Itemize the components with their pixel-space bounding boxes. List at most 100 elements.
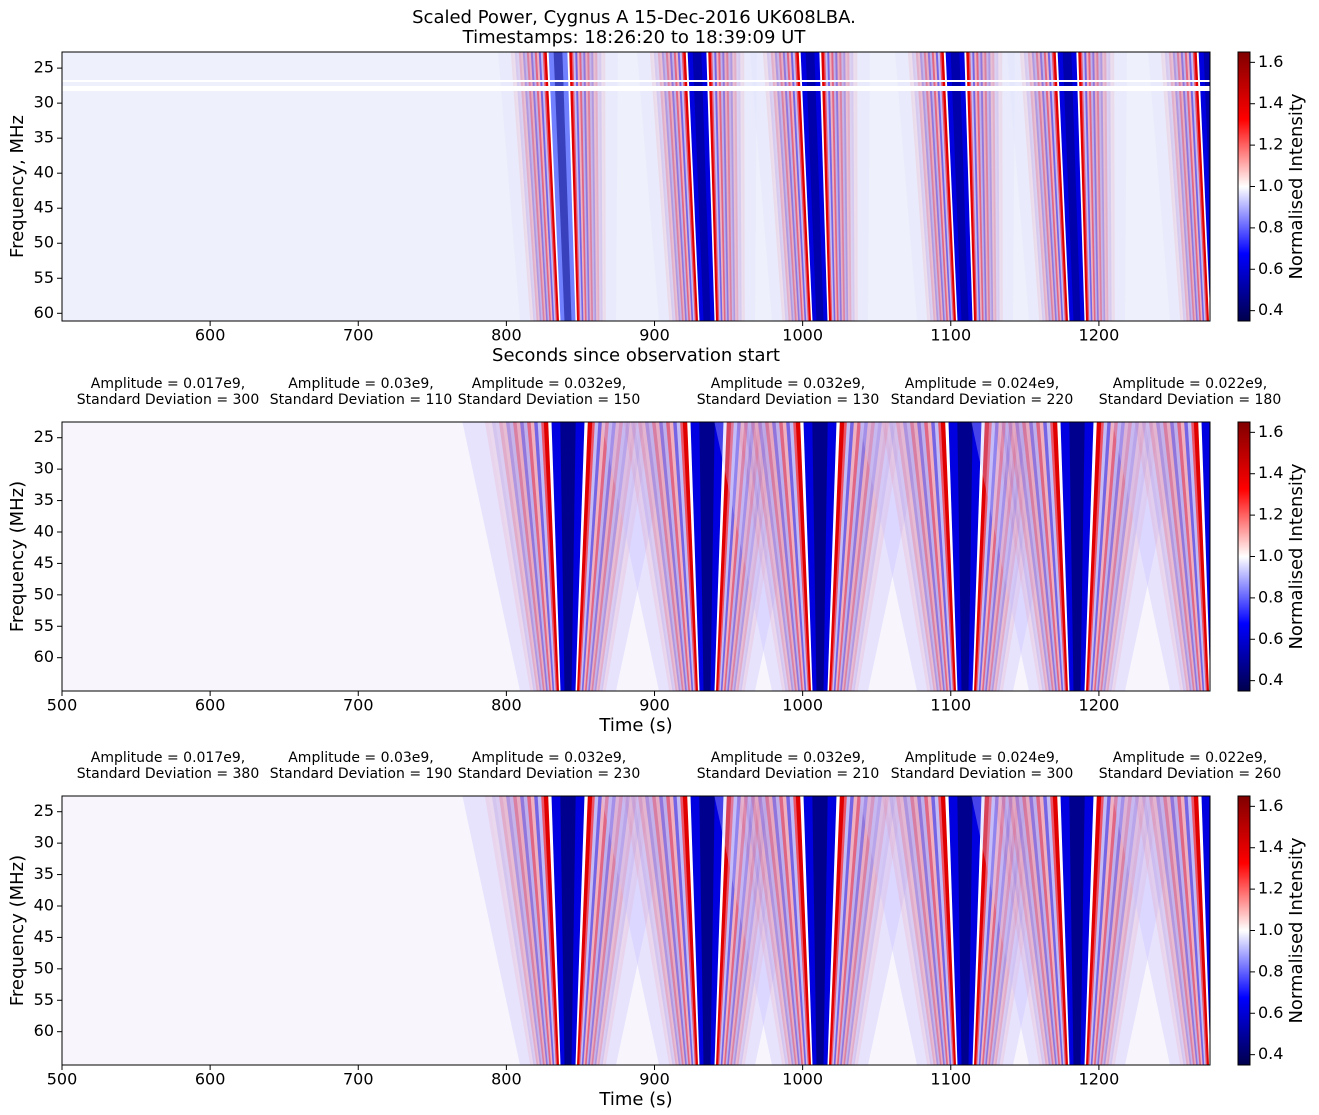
heatmap-feature <box>560 796 576 1065</box>
annotation: Standard Deviation = 260 <box>1099 766 1281 782</box>
y-tick-label: 30 <box>34 459 54 478</box>
y-tick-label: 35 <box>34 128 54 147</box>
heatmap-feature <box>812 422 828 691</box>
colorbar-tick-label: 1.2 <box>1258 505 1283 524</box>
colorbar-label: Normalised Intensity <box>1286 93 1307 279</box>
colorbar-tick-label: 0.6 <box>1258 259 1283 278</box>
x-tick-label: 1200 <box>1079 696 1120 715</box>
annotation: Amplitude = 0.024e9, <box>905 376 1059 392</box>
y-tick-label: 55 <box>34 990 54 1009</box>
colorbar-tick-label: 1.6 <box>1258 796 1283 815</box>
x-tick-label: 1000 <box>782 326 823 345</box>
colorbar-tick-label: 0.8 <box>1258 217 1283 236</box>
x-tick-label: 1000 <box>782 1070 823 1089</box>
y-tick-label: 60 <box>34 647 54 666</box>
colorbar-tick-label: 1.4 <box>1258 463 1283 482</box>
annotation: Amplitude = 0.022e9, <box>1113 750 1267 766</box>
y-tick-label: 35 <box>34 490 54 509</box>
colorbar-tick-label: 0.8 <box>1258 587 1283 606</box>
heatmap-feature <box>1201 796 1210 1051</box>
x-tick-label: 700 <box>343 696 374 715</box>
annotation: Standard Deviation = 300 <box>891 766 1073 782</box>
y-tick-label: 25 <box>34 427 54 446</box>
plot-frame <box>61 795 1211 1066</box>
x-axis-label: Time (s) <box>598 715 672 736</box>
heatmap-feature <box>1210 422 1225 691</box>
heatmap <box>62 796 1225 1065</box>
x-tick-label: 700 <box>343 326 374 345</box>
y-tick-label: 40 <box>34 895 54 914</box>
x-tick-label: 1200 <box>1079 1070 1120 1089</box>
heatmap <box>62 422 1225 691</box>
colorbar-tick-label: 1.4 <box>1258 93 1283 112</box>
annotation: Amplitude = 0.032e9, <box>711 750 865 766</box>
x-tick-label: 600 <box>195 1070 226 1089</box>
annotation: Amplitude = 0.022e9, <box>1113 376 1267 392</box>
heatmap-feature <box>1062 52 1081 321</box>
heatmap-feature <box>1210 796 1225 1065</box>
y-tick-label: 50 <box>34 958 54 977</box>
y-tick-label: 45 <box>34 553 54 572</box>
chart-title: Scaled Power, Cygnus A 15-Dec-2016 UK608… <box>412 7 856 28</box>
colorbar-tick-label: 1.6 <box>1258 52 1283 71</box>
annotation: Standard Deviation = 130 <box>697 392 879 408</box>
heatmap-band <box>62 86 1210 91</box>
x-tick-label: 800 <box>491 696 522 715</box>
annotation: Standard Deviation = 210 <box>697 766 879 782</box>
y-tick-label: 55 <box>34 616 54 635</box>
y-tick-label: 50 <box>34 584 54 603</box>
heatmap-background <box>62 796 1210 1065</box>
colorbar <box>1237 421 1251 692</box>
y-tick-label: 45 <box>34 927 54 946</box>
x-tick-label: 900 <box>639 1070 670 1089</box>
colorbar-tick-label: 1.2 <box>1258 135 1283 154</box>
x-tick-label: 1100 <box>930 696 971 715</box>
y-tick-label: 25 <box>34 801 54 820</box>
annotation: Amplitude = 0.032e9, <box>472 376 626 392</box>
annotation: Amplitude = 0.032e9, <box>472 750 626 766</box>
heatmap-feature <box>699 796 715 1065</box>
y-tick-label: 25 <box>34 58 54 77</box>
annotation: Amplitude = 0.03e9, <box>288 750 434 766</box>
annotation: Amplitude = 0.03e9, <box>288 376 434 392</box>
colorbar-tick-label: 0.6 <box>1258 1003 1283 1022</box>
annotation: Standard Deviation = 300 <box>77 392 259 408</box>
y-tick-label: 55 <box>34 268 54 287</box>
plot-frame <box>61 51 1211 322</box>
y-tick-label: 35 <box>34 864 54 883</box>
x-tick-label: 900 <box>639 326 670 345</box>
x-tick-label: 600 <box>195 696 226 715</box>
x-tick-label: 800 <box>491 1070 522 1089</box>
colorbar-tick-label: 1.0 <box>1258 176 1283 195</box>
x-tick-label: 600 <box>195 326 226 345</box>
heatmap-feature <box>812 796 828 1065</box>
annotation: Amplitude = 0.024e9, <box>905 750 1059 766</box>
heatmap-image <box>62 422 1225 691</box>
y-axis-label: Frequency, MHz <box>7 115 28 258</box>
chart-subtitle: Timestamps: 18:26:20 to 18:39:09 UT <box>462 27 807 48</box>
x-tick-label: 1200 <box>1079 326 1120 345</box>
heatmap-feature <box>560 422 576 691</box>
heatmap-image <box>62 52 1210 321</box>
heatmap-feature <box>957 796 973 1065</box>
colorbar-tick-label: 0.4 <box>1258 1044 1283 1063</box>
annotation: Amplitude = 0.032e9, <box>711 376 865 392</box>
colorbar-tick-label: 1.4 <box>1258 837 1283 856</box>
heatmap-image <box>62 796 1225 1065</box>
annotation: Standard Deviation = 220 <box>891 392 1073 408</box>
heatmap-band <box>62 80 1210 82</box>
colorbar-tick-label: 1.0 <box>1258 546 1283 565</box>
heatmap-feature <box>1069 422 1085 691</box>
y-tick-label: 60 <box>34 303 54 322</box>
annotation: Amplitude = 0.017e9, <box>91 750 245 766</box>
heatmap-background <box>62 422 1210 691</box>
x-tick-label: 500 <box>47 1070 78 1089</box>
y-tick-label: 40 <box>34 521 54 540</box>
x-tick-label: 1100 <box>930 1070 971 1089</box>
annotation: Standard Deviation = 380 <box>77 766 259 782</box>
colorbar-label: Normalised Intensity <box>1286 463 1307 649</box>
colorbar-tick-label: 1.2 <box>1258 879 1283 898</box>
x-tick-label: 800 <box>491 326 522 345</box>
x-axis-label: Time (s) <box>598 1089 672 1110</box>
